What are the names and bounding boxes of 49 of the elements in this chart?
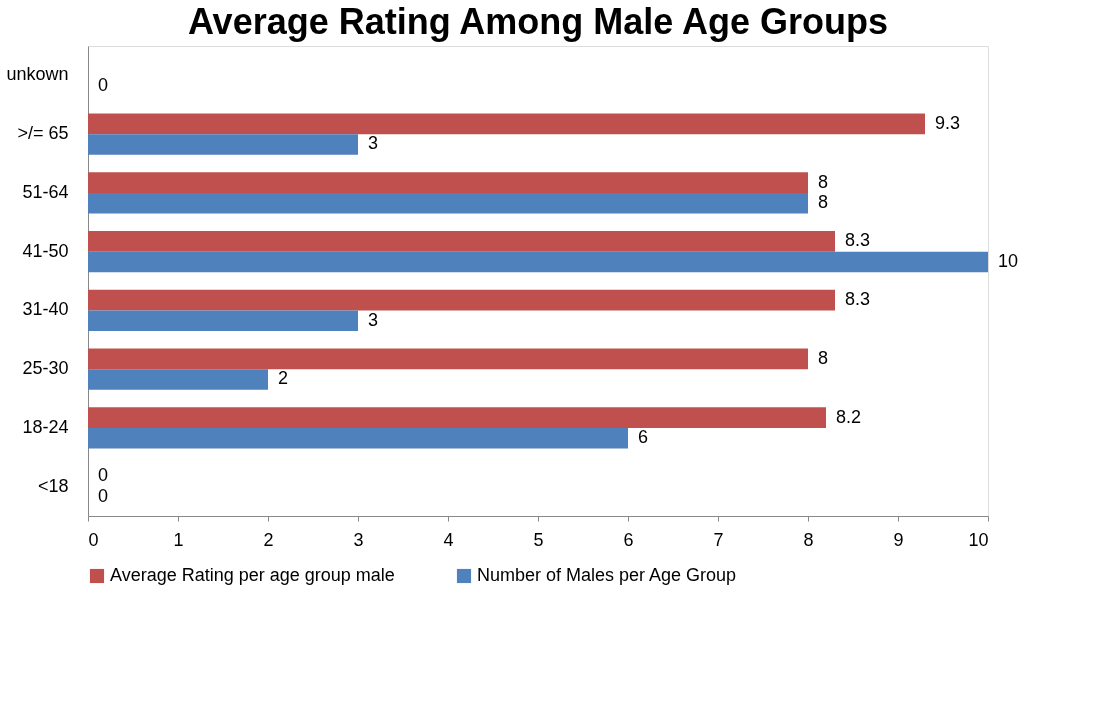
legend-label: Number of Males per Age Group xyxy=(477,565,737,585)
data-label: 8 xyxy=(818,347,829,368)
data-label: 6 xyxy=(638,427,649,448)
bar xyxy=(88,348,808,370)
data-label: 8 xyxy=(818,171,829,192)
x-tick-label: 0 xyxy=(88,529,99,550)
x-tick-label: 4 xyxy=(443,529,454,550)
x-tick-label: 10 xyxy=(968,529,989,550)
x-tick-label: 7 xyxy=(713,529,724,550)
data-label: 8 xyxy=(818,192,829,213)
bar xyxy=(88,310,358,331)
data-label: 8.3 xyxy=(845,289,871,310)
y-tick-label: 41-50 xyxy=(22,240,69,261)
bar xyxy=(88,251,988,273)
data-label: 8.3 xyxy=(845,230,871,251)
y-tick-label: 31-40 xyxy=(22,299,69,320)
bar xyxy=(88,172,808,193)
bar xyxy=(88,289,835,311)
legend-label: Average Rating per age group male xyxy=(110,565,395,585)
bar xyxy=(88,407,826,428)
data-label: 3 xyxy=(368,133,379,154)
data-label: 0 xyxy=(98,485,109,506)
y-tick-label: unkown xyxy=(6,64,69,85)
bar xyxy=(88,113,925,135)
bar xyxy=(88,369,268,390)
data-label: 2 xyxy=(278,368,289,389)
x-tick-label: 3 xyxy=(353,529,364,550)
y-tick-label: <18 xyxy=(37,475,69,496)
bar xyxy=(88,231,835,252)
x-tick-label: 5 xyxy=(533,529,544,550)
data-label: 0 xyxy=(98,465,109,486)
bar xyxy=(88,427,628,449)
data-label: 10 xyxy=(998,250,1019,271)
x-tick-label: 6 xyxy=(623,529,634,550)
data-label: 9.3 xyxy=(935,112,961,133)
bar xyxy=(88,134,358,155)
y-tick-label: 18-24 xyxy=(22,416,69,437)
data-label: 8.2 xyxy=(836,406,862,427)
y-tick-label: 51-64 xyxy=(22,181,69,202)
x-tick-label: 1 xyxy=(173,529,184,550)
data-label: 3 xyxy=(368,309,379,330)
x-tick-label: 8 xyxy=(803,529,814,550)
x-tick-label: 2 xyxy=(263,529,274,550)
y-tick-label: 25-30 xyxy=(22,358,69,379)
bar xyxy=(88,192,808,214)
x-tick-label: 9 xyxy=(893,529,904,550)
y-tick-label: >/= 65 xyxy=(17,123,69,144)
chart-title: Average Rating Among Male Age Groups xyxy=(187,1,889,42)
data-label: 0 xyxy=(98,74,109,95)
